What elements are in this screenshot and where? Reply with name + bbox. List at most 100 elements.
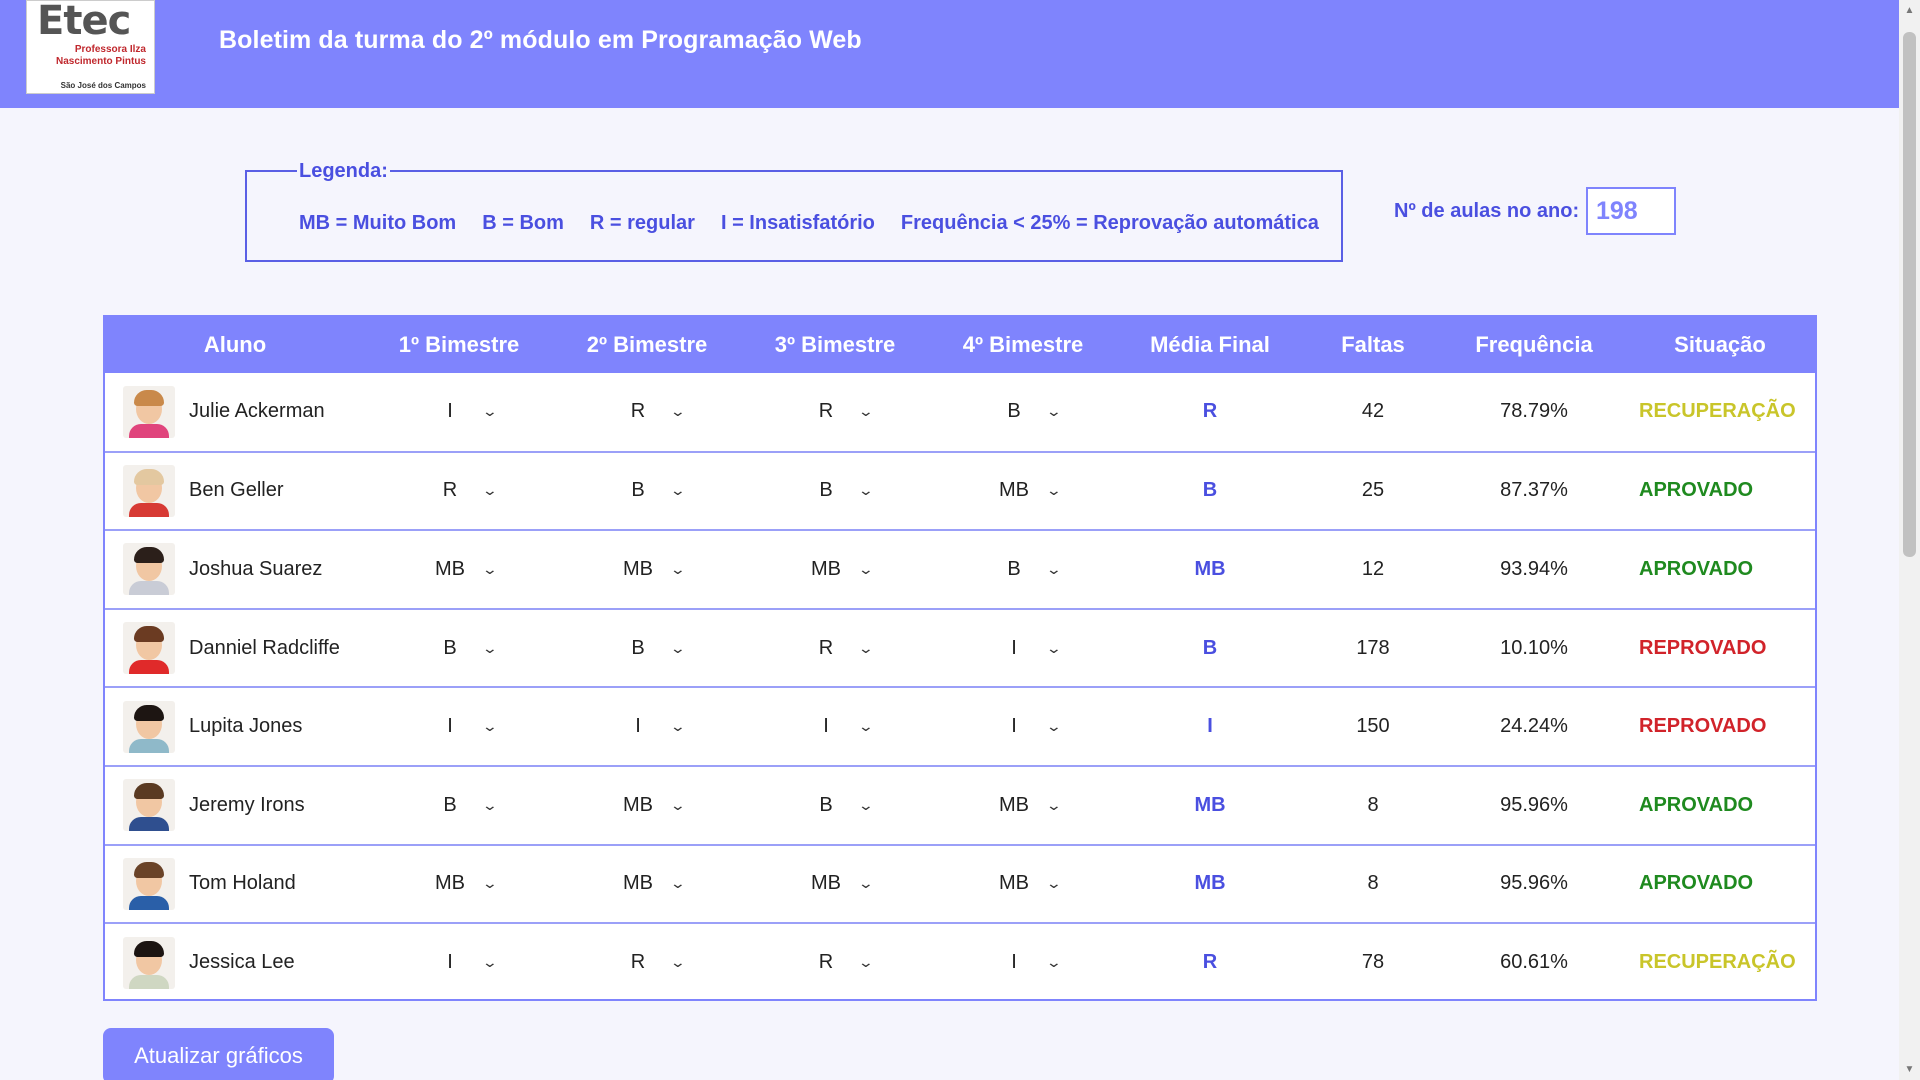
frequencia: 60.61% <box>1500 951 1568 974</box>
grade-select-value: MB <box>999 872 1029 895</box>
situacao-status: APROVADO <box>1625 530 1815 610</box>
grade-select-b1[interactable]: MB ⌄ <box>418 551 500 587</box>
grade-select-value: B <box>1007 400 1021 423</box>
chevron-down-icon: ⌄ <box>1045 875 1063 892</box>
grade-select-b2[interactable]: R ⌄ <box>606 394 688 430</box>
chevron-down-icon: ⌄ <box>857 954 875 971</box>
scrollbar-thumb[interactable] <box>1903 32 1916 557</box>
atualizar-graficos-button[interactable]: Atualizar gráficos <box>103 1028 334 1080</box>
grades-table: Aluno 1º Bimestre 2º Bimestre 3º Bimestr… <box>103 315 1817 1001</box>
media-final: I <box>1117 687 1303 767</box>
student-avatar <box>123 385 175 438</box>
logo-city: São José dos Campos <box>60 81 146 90</box>
scroll-down-arrow-icon[interactable]: ▼ <box>1904 1064 1915 1075</box>
scrollbar[interactable]: ▲ ▼ <box>1899 0 1920 1080</box>
grade-select-b4[interactable]: I ⌄ <box>982 630 1064 666</box>
grade-select-value: B <box>631 479 645 502</box>
grade-select-value: B <box>819 479 833 502</box>
chevron-down-icon: ⌄ <box>669 954 687 971</box>
legend-item-frequencia: Frequência < 25% = Reprovação automática <box>900 212 1319 234</box>
faltas: 42 <box>1303 373 1443 453</box>
grade-select-b3[interactable]: R ⌄ <box>794 394 876 430</box>
grade-select-value: MB <box>811 872 841 895</box>
grade-select-b4[interactable]: MB ⌄ <box>982 473 1064 509</box>
student-avatar <box>123 543 175 596</box>
table-row: Jeremy Irons B ⌄ MB ⌄ B ⌄ MB ⌄ <box>105 765 1815 846</box>
grade-select-b1[interactable]: I ⌄ <box>418 945 500 981</box>
chevron-down-icon: ⌄ <box>857 639 875 656</box>
grade-select-b2[interactable]: MB ⌄ <box>606 551 688 587</box>
grade-select-b2[interactable]: B ⌄ <box>606 630 688 666</box>
faltas: 78 <box>1361 951 1385 974</box>
student-name: Julie Ackerman <box>189 400 325 423</box>
media-final: B <box>1117 451 1303 532</box>
grade-select-b3[interactable]: I ⌄ <box>794 709 876 745</box>
grade-select-b2[interactable]: MB ⌄ <box>606 866 688 902</box>
grade-select-b2[interactable]: R ⌄ <box>606 945 688 981</box>
faltas: 8 <box>1303 765 1443 846</box>
grade-select-b1[interactable]: MB ⌄ <box>418 866 500 902</box>
col-faltas: Faltas <box>1303 317 1443 373</box>
grade-select-b4[interactable]: MB ⌄ <box>982 866 1064 902</box>
chevron-down-icon: ⌄ <box>481 718 499 735</box>
grade-select-b3[interactable]: B ⌄ <box>794 473 876 509</box>
chevron-down-icon: ⌄ <box>857 403 875 420</box>
frequencia: 95.96% <box>1443 765 1625 846</box>
media-final: MB <box>1117 844 1303 925</box>
frequencia: 93.94% <box>1443 530 1625 610</box>
avatar-shirt <box>129 974 169 989</box>
grade-select-b1[interactable]: B ⌄ <box>418 787 500 823</box>
col-media-final: Média Final <box>1117 317 1303 373</box>
grade-select-b2[interactable]: MB ⌄ <box>606 787 688 823</box>
student-avatar <box>123 622 175 675</box>
grade-select-value: MB <box>435 557 465 580</box>
grade-select-value: R <box>630 951 646 974</box>
grade-select-value: I <box>447 951 453 974</box>
grade-select-b1[interactable]: I ⌄ <box>418 709 500 745</box>
frequencia: 78.79% <box>1443 373 1625 453</box>
grade-select-b1[interactable]: R ⌄ <box>418 473 500 509</box>
grade-select-b1[interactable]: I ⌄ <box>418 394 500 430</box>
table-row: Lupita Jones I ⌄ I ⌄ I ⌄ I ⌄ <box>105 687 1815 767</box>
grade-select-b4[interactable]: B ⌄ <box>982 394 1064 430</box>
avatar-hair <box>134 940 164 957</box>
legend-title: Legenda: <box>297 160 390 183</box>
student-name: Jessica Lee <box>189 951 295 974</box>
grade-select-b4[interactable]: MB ⌄ <box>982 787 1064 823</box>
grade-select-b1[interactable]: B ⌄ <box>418 630 500 666</box>
chevron-down-icon: ⌄ <box>1045 482 1063 499</box>
aulas-input[interactable] <box>1586 187 1676 235</box>
grade-select-b3[interactable]: R ⌄ <box>794 945 876 981</box>
student-name: Lupita Jones <box>189 715 303 738</box>
grade-select-value: I <box>635 715 641 738</box>
grade-select-b4[interactable]: B ⌄ <box>982 551 1064 587</box>
grade-select-b2[interactable]: I ⌄ <box>606 709 688 745</box>
student-avatar <box>123 464 175 517</box>
table-row: Julie Ackerman I ⌄ R ⌄ R ⌄ B ⌄ <box>105 373 1815 453</box>
grade-select-b2[interactable]: B ⌄ <box>606 473 688 509</box>
chevron-down-icon: ⌄ <box>481 482 499 499</box>
legend-item-i: I = Insatisfatório <box>720 212 875 234</box>
grade-select-value: MB <box>999 793 1029 816</box>
avatar-hair <box>134 389 164 406</box>
avatar-shirt <box>129 502 169 517</box>
chevron-down-icon: ⌄ <box>481 639 499 656</box>
avatar-shirt <box>129 660 169 675</box>
frequencia: 95.96% <box>1443 844 1625 925</box>
grade-select-value: I <box>1011 636 1017 659</box>
grade-select-b4[interactable]: I ⌄ <box>982 709 1064 745</box>
grade-select-b3[interactable]: R ⌄ <box>794 630 876 666</box>
faltas: 150 <box>1303 687 1443 767</box>
grade-select-value: R <box>818 636 834 659</box>
scroll-up-arrow-icon[interactable]: ▲ <box>1904 5 1915 16</box>
grade-select-value: MB <box>623 872 653 895</box>
frequencia: 87.37% <box>1443 451 1625 532</box>
grade-select-b3[interactable]: MB ⌄ <box>794 551 876 587</box>
grade-select-b3[interactable]: B ⌄ <box>794 787 876 823</box>
logo-wordmark: Etec <box>37 0 131 44</box>
grade-select-b4[interactable]: I ⌄ <box>982 945 1064 981</box>
grade-select-value: MB <box>435 872 465 895</box>
grade-select-b3[interactable]: MB ⌄ <box>794 866 876 902</box>
chevron-down-icon: ⌄ <box>481 403 499 420</box>
grade-select-value: MB <box>623 557 653 580</box>
